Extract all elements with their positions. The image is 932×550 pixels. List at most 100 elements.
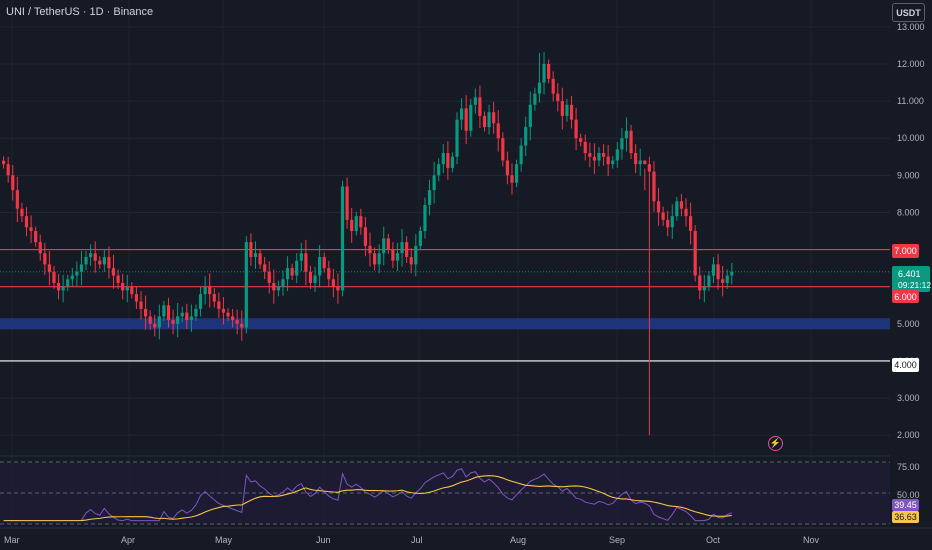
current-price-tag: 6.401 09:21:12 bbox=[892, 266, 931, 292]
candle-body bbox=[235, 320, 239, 324]
price-tick: 9.000 bbox=[897, 170, 920, 180]
candle-body bbox=[629, 130, 633, 154]
candle-body bbox=[313, 275, 317, 283]
price-tick: 3.000 bbox=[897, 393, 920, 403]
candle-body bbox=[647, 164, 651, 172]
candle-body bbox=[295, 260, 299, 276]
symbol-title[interactable]: UNI / TetherUS · 1D · Binance bbox=[6, 6, 154, 18]
level-7-tag: 7.000 bbox=[892, 244, 919, 258]
candle-body bbox=[166, 305, 171, 321]
candle-body bbox=[308, 271, 313, 283]
candle-body bbox=[157, 316, 161, 328]
candle-body bbox=[75, 271, 79, 276]
countdown-label: 09:21:12 bbox=[898, 280, 931, 290]
candle-body bbox=[510, 175, 514, 183]
candle-body bbox=[606, 156, 610, 165]
candle-body bbox=[698, 275, 702, 291]
candle-body bbox=[414, 245, 418, 265]
candle-body bbox=[464, 108, 468, 131]
candle-body bbox=[285, 268, 290, 280]
price-tick: 5.000 bbox=[897, 319, 920, 329]
candle-body bbox=[574, 119, 578, 139]
candle-body bbox=[322, 256, 326, 269]
candle-body bbox=[231, 316, 235, 321]
candle-body bbox=[208, 286, 212, 295]
currency-unit-button[interactable]: USDT bbox=[892, 3, 925, 22]
candle-body bbox=[290, 268, 294, 276]
candle-body bbox=[624, 130, 629, 139]
candle-body bbox=[666, 219, 670, 228]
candle-body bbox=[542, 63, 546, 83]
candle-body bbox=[693, 231, 697, 276]
price-tick: 13.000 bbox=[897, 22, 925, 32]
candle-body bbox=[652, 171, 656, 202]
candle-body bbox=[409, 256, 413, 265]
candle-body bbox=[79, 264, 84, 272]
candle-body bbox=[272, 282, 276, 291]
candle-body bbox=[684, 208, 688, 217]
candle-body bbox=[460, 108, 464, 120]
candle-body bbox=[446, 153, 450, 168]
candle-body bbox=[354, 216, 358, 231]
level-6-label: 6.000 bbox=[894, 292, 917, 302]
candle-body bbox=[492, 112, 496, 124]
candle-body bbox=[52, 271, 56, 283]
price-axis[interactable]: 13.000 12.000 11.000 10.000 9.000 8.000 7.000 6… bbox=[890, 0, 932, 528]
candle-body bbox=[304, 253, 308, 272]
candle-body bbox=[176, 316, 180, 324]
candle-body bbox=[56, 282, 61, 291]
candle-body bbox=[524, 127, 528, 146]
candle-body bbox=[38, 242, 42, 254]
rsi-line bbox=[3, 468, 733, 522]
candle-body bbox=[437, 164, 441, 176]
candle-body bbox=[20, 208, 24, 217]
candle-body bbox=[432, 175, 436, 191]
candle-body bbox=[139, 301, 143, 309]
horizontal-levels[interactable] bbox=[0, 248, 890, 362]
rsi-value-label: 39.45 bbox=[894, 500, 917, 510]
candle-body bbox=[134, 294, 139, 302]
candle-body bbox=[427, 190, 432, 206]
rsi-tick-50: 50.00 bbox=[897, 490, 920, 500]
candle-body bbox=[198, 294, 203, 309]
candle-body bbox=[730, 271, 734, 276]
candle-body bbox=[258, 253, 262, 265]
candle-body bbox=[340, 186, 345, 291]
candle-body bbox=[611, 160, 615, 165]
candle-body bbox=[382, 238, 386, 254]
time-axis[interactable]: Mar Apr May Jun Jul Aug Sep Oct Nov bbox=[0, 527, 932, 545]
candle-body bbox=[263, 264, 267, 272]
candle-body bbox=[180, 312, 184, 317]
candle-body bbox=[423, 205, 427, 231]
candle-body bbox=[400, 242, 404, 254]
candle-body bbox=[350, 219, 354, 231]
candle-body bbox=[121, 282, 125, 291]
candle-body bbox=[359, 216, 363, 228]
candle-body bbox=[620, 138, 624, 150]
candle-body bbox=[89, 253, 93, 257]
candle-body bbox=[565, 104, 569, 116]
candle-body bbox=[107, 256, 111, 269]
candle-body bbox=[331, 279, 335, 287]
candle-body bbox=[345, 186, 349, 220]
candle-body bbox=[372, 253, 377, 265]
candle-body bbox=[547, 63, 551, 79]
candle-body bbox=[47, 264, 51, 272]
candle-body bbox=[514, 164, 519, 183]
lightning-icon[interactable]: ⚡ bbox=[768, 436, 783, 451]
candle-body bbox=[675, 201, 679, 217]
candle-body bbox=[702, 286, 706, 291]
candle-body bbox=[363, 227, 368, 246]
candle-body bbox=[597, 153, 601, 161]
candle-body bbox=[6, 164, 10, 176]
candle-body bbox=[162, 305, 166, 317]
candle-body bbox=[61, 286, 65, 291]
candle-body bbox=[189, 316, 193, 321]
candle-body bbox=[84, 256, 88, 265]
candle-body bbox=[551, 78, 555, 94]
rsi-pane[interactable]: 50.00 75.00 39.45 36.63 bbox=[0, 455, 920, 525]
candle-body bbox=[579, 138, 583, 142]
candle-body bbox=[244, 242, 248, 328]
